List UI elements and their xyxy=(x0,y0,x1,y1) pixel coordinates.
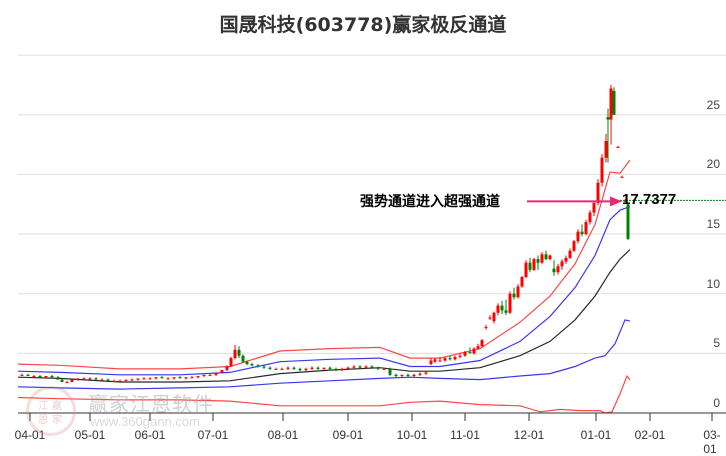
watermark-logo-char: 恩 xyxy=(38,415,48,426)
channel-lines xyxy=(17,159,631,414)
watermark-logo-char: 江 xyxy=(38,401,48,412)
x-tick-label: 05-01 xyxy=(74,428,106,442)
x-tick-label: 11-01 xyxy=(450,428,480,442)
y-tick-label: 0 xyxy=(713,396,720,410)
watermark-logo-icon: 江 赢 恩 家 xyxy=(26,386,76,436)
line-middle xyxy=(17,249,631,383)
annotation-arrow xyxy=(527,196,726,207)
candlesticks xyxy=(20,84,630,384)
price-label: 17.7377 xyxy=(622,191,677,208)
watermark-logo-char: 赢 xyxy=(52,401,62,412)
line-lower_outer xyxy=(17,374,631,414)
line-upper_outer xyxy=(17,159,631,370)
y-tick-label: 10 xyxy=(706,276,720,291)
x-tick-label: 12-01 xyxy=(513,428,545,442)
y-tick-label: 20 xyxy=(706,157,720,172)
x-tick-label: 07-01 xyxy=(197,428,229,442)
y-tick-label: 25 xyxy=(706,97,720,112)
watermark-logo-char: 家 xyxy=(52,415,62,426)
watermark-brand: 赢家江恩软件 xyxy=(88,392,214,416)
x-tick-label: 03-01 xyxy=(703,428,721,456)
chart-title: 国晟科技(603778)赢家极反通道 xyxy=(219,14,507,36)
y-tick-label: 15 xyxy=(706,217,720,232)
x-tick-label: 06-01 xyxy=(134,428,166,442)
line-upper_inner xyxy=(17,206,631,376)
x-tick-label: 01-01 xyxy=(580,428,612,442)
x-tick-label: 09-01 xyxy=(332,428,364,442)
watermark-url: www.360gann.com xyxy=(90,414,200,429)
x-tick-label: 10-01 xyxy=(396,428,428,442)
line-lower_inner xyxy=(17,319,631,390)
x-axis xyxy=(18,412,726,421)
x-tick-label: 02-01 xyxy=(634,428,666,442)
annotation-text: 强势通道进入超强通道 xyxy=(360,194,500,210)
y-tick-label: 5 xyxy=(713,336,720,351)
x-tick-label: 08-01 xyxy=(267,428,299,442)
